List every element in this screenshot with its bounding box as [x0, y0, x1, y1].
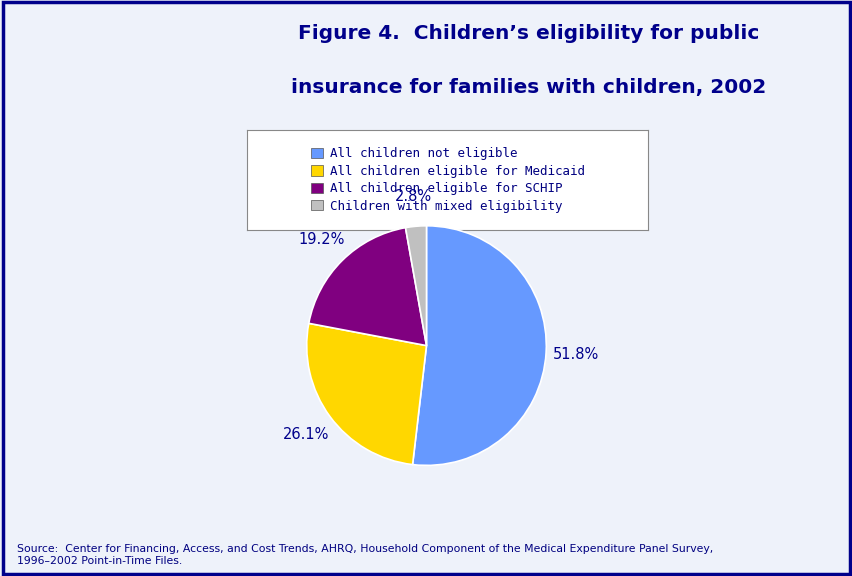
Text: 2.8%: 2.8% [394, 189, 431, 204]
Wedge shape [412, 226, 545, 465]
Wedge shape [405, 226, 426, 346]
Text: 51.8%: 51.8% [552, 347, 598, 362]
Wedge shape [308, 228, 426, 346]
Text: insurance for families with children, 2002: insurance for families with children, 20… [291, 78, 766, 97]
Text: Source:  Center for Financing, Access, and Cost Trends, AHRQ, Household Componen: Source: Center for Financing, Access, an… [17, 544, 712, 566]
Text: 26.1%: 26.1% [282, 427, 329, 442]
Legend: All children not eligible, All children eligible for Medicaid, All children elig: All children not eligible, All children … [303, 140, 591, 220]
Wedge shape [307, 323, 426, 465]
Text: 19.2%: 19.2% [297, 232, 344, 247]
Text: Figure 4.  Children’s eligibility for public: Figure 4. Children’s eligibility for pub… [298, 24, 758, 43]
